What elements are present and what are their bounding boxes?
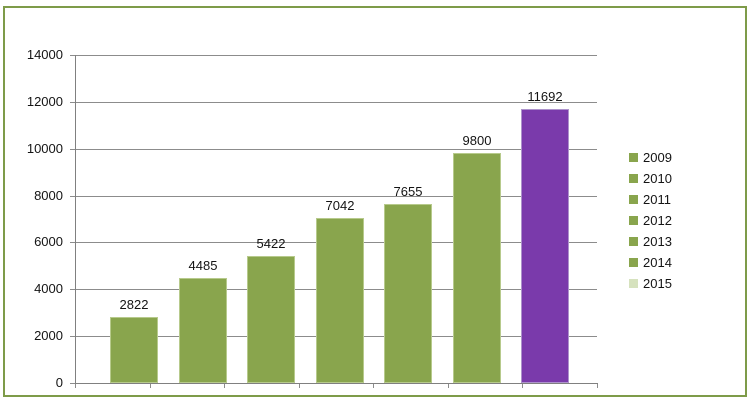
y-axis-tick-label: 8000 <box>34 188 63 203</box>
x-axis-tick <box>224 384 225 388</box>
legend-item-2014: 2014 <box>629 252 672 273</box>
bar-value-label: 11692 <box>527 89 563 104</box>
y-axis-tick <box>70 336 75 337</box>
bar-2011 <box>247 256 295 383</box>
x-axis-line <box>75 383 598 384</box>
legend-swatch-icon <box>629 153 638 162</box>
legend-label: 2015 <box>643 276 672 291</box>
bar-2010 <box>179 278 227 383</box>
legend-label: 2013 <box>643 234 672 249</box>
legend-label: 2010 <box>643 171 672 186</box>
y-axis-tick <box>70 242 75 243</box>
legend-item-2011: 2011 <box>629 189 672 210</box>
y-axis-tick-label: 14000 <box>26 47 63 62</box>
bar-2009 <box>110 317 158 383</box>
y-axis-tick-label: 4000 <box>34 281 63 296</box>
bar-2013 <box>384 204 432 383</box>
y-axis-tick <box>70 196 75 197</box>
legend-item-2015: 2015 <box>629 273 672 294</box>
legend-swatch-icon <box>629 216 638 225</box>
legend-swatch-icon <box>629 237 638 246</box>
y-axis-line <box>75 55 76 383</box>
bar-value-label: 7655 <box>393 184 423 199</box>
legend-item-2010: 2010 <box>629 168 672 189</box>
x-axis-tick <box>597 384 598 388</box>
legend: 2009 2010 2011 2012 2013 2014 2015 <box>629 147 672 294</box>
legend-item-2012: 2012 <box>629 210 672 231</box>
x-axis-tick <box>522 384 523 388</box>
y-axis-tick <box>70 149 75 150</box>
legend-label: 2011 <box>643 192 671 207</box>
y-axis-tick <box>70 102 75 103</box>
bar-value-label: 4485 <box>188 258 218 273</box>
bar-2015 <box>521 109 569 383</box>
bar-value-label: 2822 <box>119 297 149 312</box>
y-axis-tick <box>70 383 75 384</box>
x-axis-tick <box>448 384 449 388</box>
legend-swatch-icon <box>629 195 638 204</box>
bar-2012 <box>316 218 364 383</box>
legend-label: 2012 <box>643 213 672 228</box>
y-axis-tick-label: 6000 <box>34 234 63 249</box>
y-axis-tick <box>70 289 75 290</box>
legend-label: 2014 <box>643 255 672 270</box>
gridline <box>75 149 597 150</box>
x-axis-tick <box>299 384 300 388</box>
x-axis-tick <box>75 384 76 388</box>
legend-swatch-icon <box>629 279 638 288</box>
y-axis-tick <box>70 55 75 56</box>
y-axis-tick-label: 12000 <box>26 94 63 109</box>
bar-value-label: 5422 <box>256 236 286 251</box>
bar-value-label: 9800 <box>462 133 492 148</box>
y-axis-tick-label: 2000 <box>34 328 63 343</box>
legend-label: 2009 <box>643 150 672 165</box>
y-axis-tick-label: 0 <box>55 375 63 390</box>
x-axis-tick <box>150 384 151 388</box>
legend-swatch-icon <box>629 258 638 267</box>
legend-item-2009: 2009 <box>629 147 672 168</box>
bar-value-label: 7042 <box>325 198 355 213</box>
bar-2014 <box>453 153 501 383</box>
legend-swatch-icon <box>629 174 638 183</box>
x-axis-tick <box>373 384 374 388</box>
gridline <box>75 55 597 56</box>
gridline <box>75 196 597 197</box>
gridline <box>75 102 597 103</box>
legend-item-2013: 2013 <box>629 231 672 252</box>
y-axis-tick-label: 10000 <box>26 141 63 156</box>
